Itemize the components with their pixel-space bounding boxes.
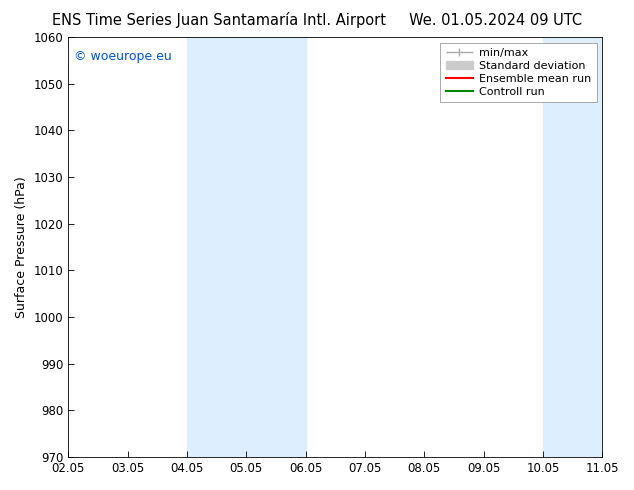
Text: © woeurope.eu: © woeurope.eu bbox=[74, 50, 171, 63]
Bar bbox=[187, 37, 246, 457]
Legend: min/max, Standard deviation, Ensemble mean run, Controll run: min/max, Standard deviation, Ensemble me… bbox=[440, 43, 597, 102]
Bar bbox=[543, 37, 602, 457]
Y-axis label: Surface Pressure (hPa): Surface Pressure (hPa) bbox=[15, 176, 28, 318]
Bar bbox=[246, 37, 306, 457]
Bar bbox=[602, 37, 634, 457]
Text: ENS Time Series Juan Santamaría Intl. Airport     We. 01.05.2024 09 UTC: ENS Time Series Juan Santamaría Intl. Ai… bbox=[52, 12, 582, 28]
